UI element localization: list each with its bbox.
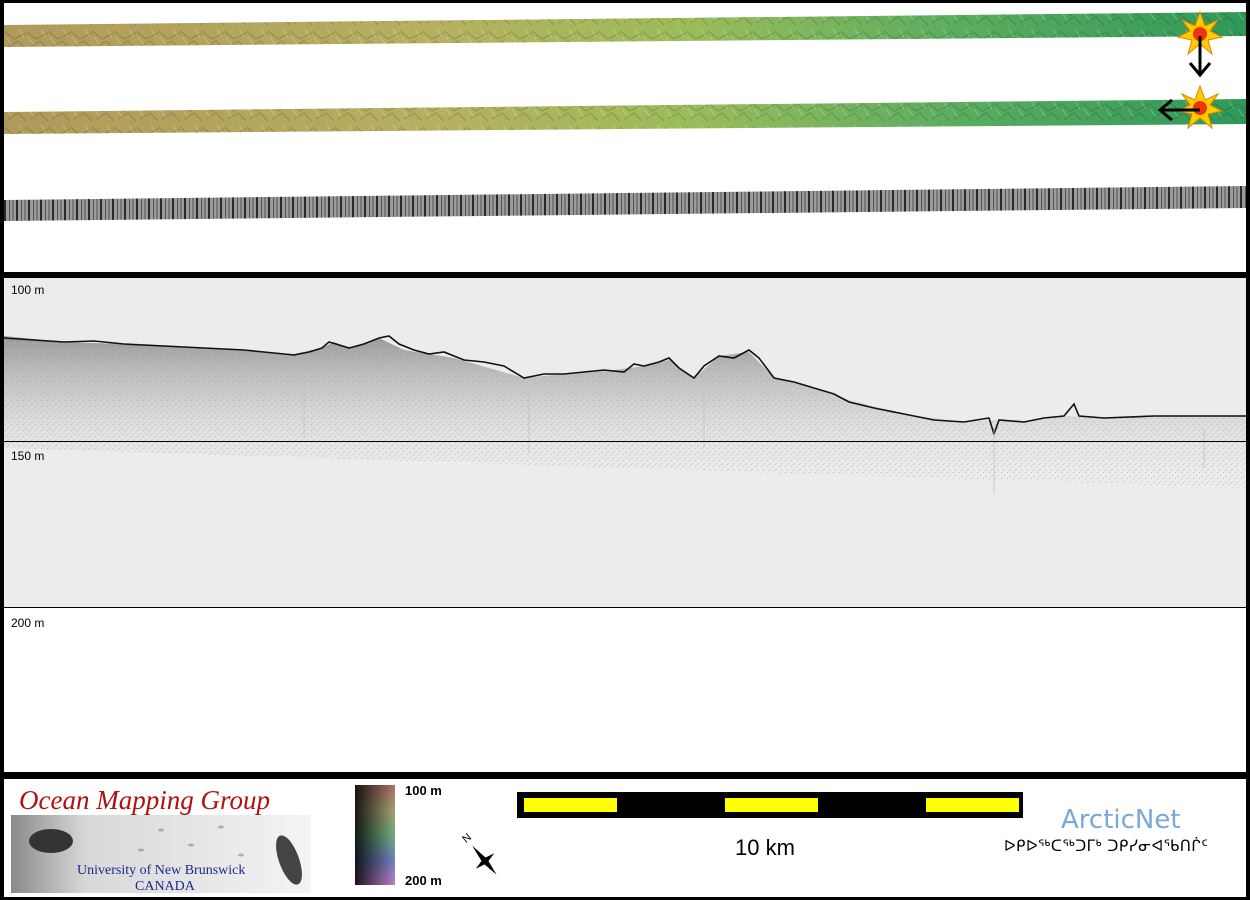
depth-label-100: 100 m: [11, 283, 45, 297]
omg-logo: Ocean Mapping Group University of New Br…: [11, 785, 311, 894]
subbottom-profile-panel: 100 m 150 m 200 m: [4, 278, 1246, 772]
bathymetry-strip-middle: [4, 99, 1246, 134]
scale-bar: [517, 792, 1023, 818]
depth-label-150: 150 m: [11, 449, 45, 463]
depth-colorbar: [355, 785, 395, 885]
backscatter-strip: [4, 186, 1246, 221]
bathymetry-strip-upper: [4, 12, 1246, 47]
omg-university: University of New Brunswick: [77, 863, 246, 878]
scale-label: 10 km: [735, 835, 795, 860]
arcticnet-logo-text: ArcticNet: [1061, 805, 1181, 835]
ship-icon: [29, 829, 73, 853]
left-arrow-icon: [1157, 98, 1200, 122]
omg-title: Ocean Mapping Group: [19, 785, 270, 815]
seabed-reflector: [4, 335, 1246, 437]
north-arrow-icon: N: [460, 831, 497, 875]
survey-strips-panel: [4, 3, 1246, 272]
strips-svg: [4, 10, 1246, 221]
footer-legend-panel: Ocean Mapping Group University of New Br…: [4, 779, 1246, 897]
profile-svg: [4, 278, 1246, 772]
colorbar-top-label: 100 m: [405, 783, 442, 798]
colorbar-bottom-label: 200 m: [405, 873, 442, 888]
depth-label-200: 200 m: [11, 616, 45, 630]
svg-text:N: N: [460, 831, 474, 845]
depth-line-200: [4, 607, 1246, 608]
depth-line-150: [4, 441, 1246, 442]
omg-logo-image: [11, 815, 311, 893]
profile-streaks: [303, 368, 1205, 493]
down-arrow-icon: [1188, 36, 1212, 78]
arcticnet-syllabics: ᐅᑭᐅᖅᑕᖅᑐᒥᒃ ᑐᑭᓯᓂᐊᖃᑎᒌᑦ: [1004, 837, 1209, 855]
omg-country: CANADA: [135, 879, 195, 894]
